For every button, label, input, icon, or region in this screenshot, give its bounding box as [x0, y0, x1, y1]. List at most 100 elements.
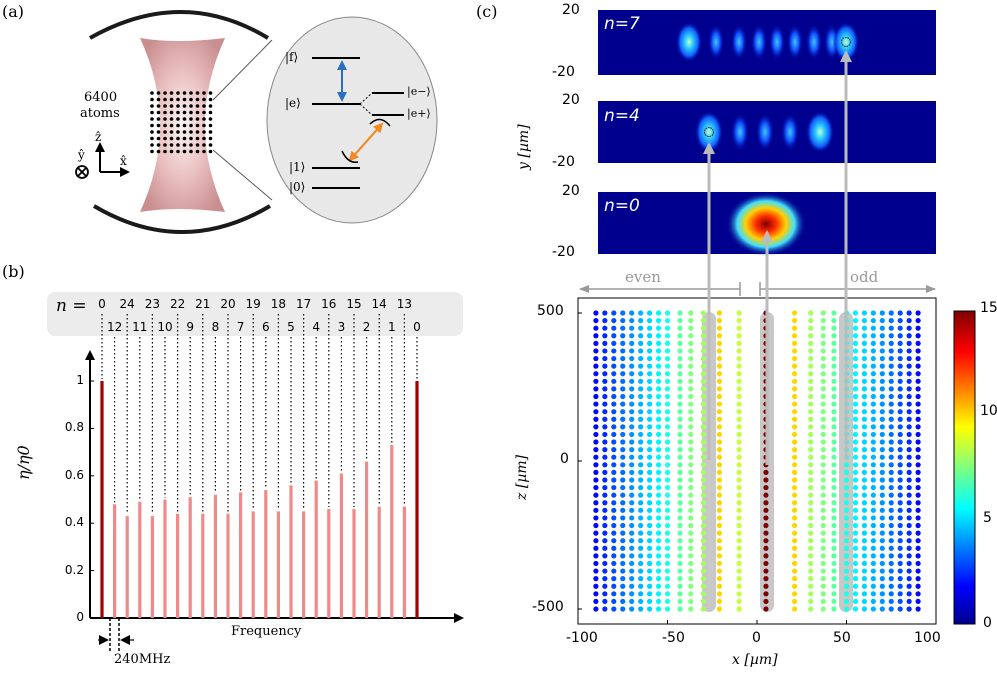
scatter-point: [808, 560, 814, 567]
scatter-point: [629, 401, 635, 407]
scatter-point: [638, 553, 644, 559]
atom-dot: [195, 117, 200, 121]
scatter-point: [852, 447, 859, 453]
scatter-point: [897, 560, 903, 567]
scatter-point: [655, 454, 662, 460]
scatter-point: [852, 325, 859, 331]
scatter-point: [655, 484, 662, 491]
scatter-point: [655, 492, 662, 498]
scatter-point: [906, 553, 912, 559]
scatter-point: [870, 492, 876, 498]
scatter-point: [906, 576, 912, 582]
scatter-point: [638, 310, 644, 316]
scatter-point: [647, 583, 653, 589]
n-prefix: n =: [56, 296, 87, 316]
scatter-point: [629, 576, 635, 582]
scatter-point: [888, 409, 894, 415]
scatter-point: [879, 591, 885, 597]
scatter-point: [736, 454, 742, 460]
atom-dot: [169, 97, 174, 102]
scatter-point: [763, 500, 769, 506]
scatter-point: [861, 409, 868, 415]
scatter-point: [820, 560, 826, 567]
scatter-point: [897, 416, 903, 422]
scatter-point: [602, 393, 608, 400]
scatter-point: [677, 553, 683, 559]
scatter-point: [688, 576, 694, 582]
scatter-point: [629, 591, 635, 597]
scatter-point: [915, 606, 921, 612]
scatter-point: [664, 401, 671, 407]
scatter-point: [906, 560, 912, 567]
scatter-point: [861, 317, 868, 324]
scatter-point: [647, 515, 653, 521]
scatter-point: [611, 576, 617, 582]
scatter-point: [611, 454, 617, 460]
scatter-point: [620, 348, 626, 354]
mode-lobe: [676, 22, 702, 62]
atom-array: [150, 91, 213, 154]
scatter-point: [655, 560, 662, 567]
scatter-point: [629, 371, 635, 377]
scatter-point: [629, 416, 635, 422]
scatter-point: [906, 454, 912, 460]
scatter-point: [870, 431, 876, 438]
scatter-point: [716, 363, 723, 369]
scatter-point: [897, 583, 903, 589]
scatter-point: [906, 340, 912, 346]
scatter-point: [602, 484, 608, 491]
scatter-point: [688, 469, 694, 475]
scatter-point: [791, 355, 798, 362]
scatter-point: [870, 325, 876, 331]
scatter-point: [870, 409, 876, 415]
scatter-point: [820, 492, 826, 498]
scatter-point: [906, 598, 912, 605]
scatter-point: [655, 598, 662, 605]
mode-n0-blob: [726, 192, 806, 256]
scatter-point: [647, 371, 653, 377]
atom-dot: [176, 149, 180, 154]
scatter-point: [629, 340, 635, 346]
scatter-point: [655, 576, 662, 582]
scatter-point: [791, 439, 798, 445]
scatter-point: [820, 576, 826, 582]
scatter-point: [655, 568, 662, 574]
scatter-point: [870, 386, 876, 392]
scatter-point: [611, 545, 617, 551]
scatter-point: [638, 409, 644, 415]
scatter-point: [906, 409, 912, 415]
scatter-point: [915, 553, 921, 559]
scatter-point: [700, 386, 706, 392]
scatter-point: [879, 424, 885, 430]
scatter-point: [791, 530, 798, 536]
scatter-point: [602, 598, 608, 605]
scatter-point: [677, 393, 683, 400]
scatter-point: [716, 325, 723, 331]
scatter-point: [629, 598, 635, 605]
scatter-point: [638, 538, 644, 544]
scatter-point: [820, 454, 826, 460]
n-label-bottom: 1: [387, 320, 396, 334]
scatter-point: [831, 522, 837, 529]
scatter-point: [831, 515, 837, 521]
scatter-point: [647, 363, 653, 369]
scatter-point: [808, 583, 814, 589]
scatter-point: [700, 484, 706, 491]
scatter-point: [638, 371, 644, 377]
mode-n4-label: n=4: [604, 106, 640, 126]
scatter-point: [843, 469, 850, 475]
scatter-point: [897, 553, 903, 559]
scatter-point: [602, 492, 608, 498]
scatter-point: [602, 424, 608, 430]
scatter-point: [716, 500, 723, 506]
scatter-point: [808, 606, 814, 612]
scatter-point: [688, 477, 694, 483]
scatter-point: [791, 568, 798, 574]
scatter-point: [638, 393, 644, 400]
scatter-point: [655, 522, 662, 529]
scatter-point: [638, 348, 644, 354]
bar: [125, 516, 129, 618]
scatter-point: [831, 386, 837, 392]
scatter-point: [700, 371, 706, 377]
scatter-point: [677, 515, 683, 521]
